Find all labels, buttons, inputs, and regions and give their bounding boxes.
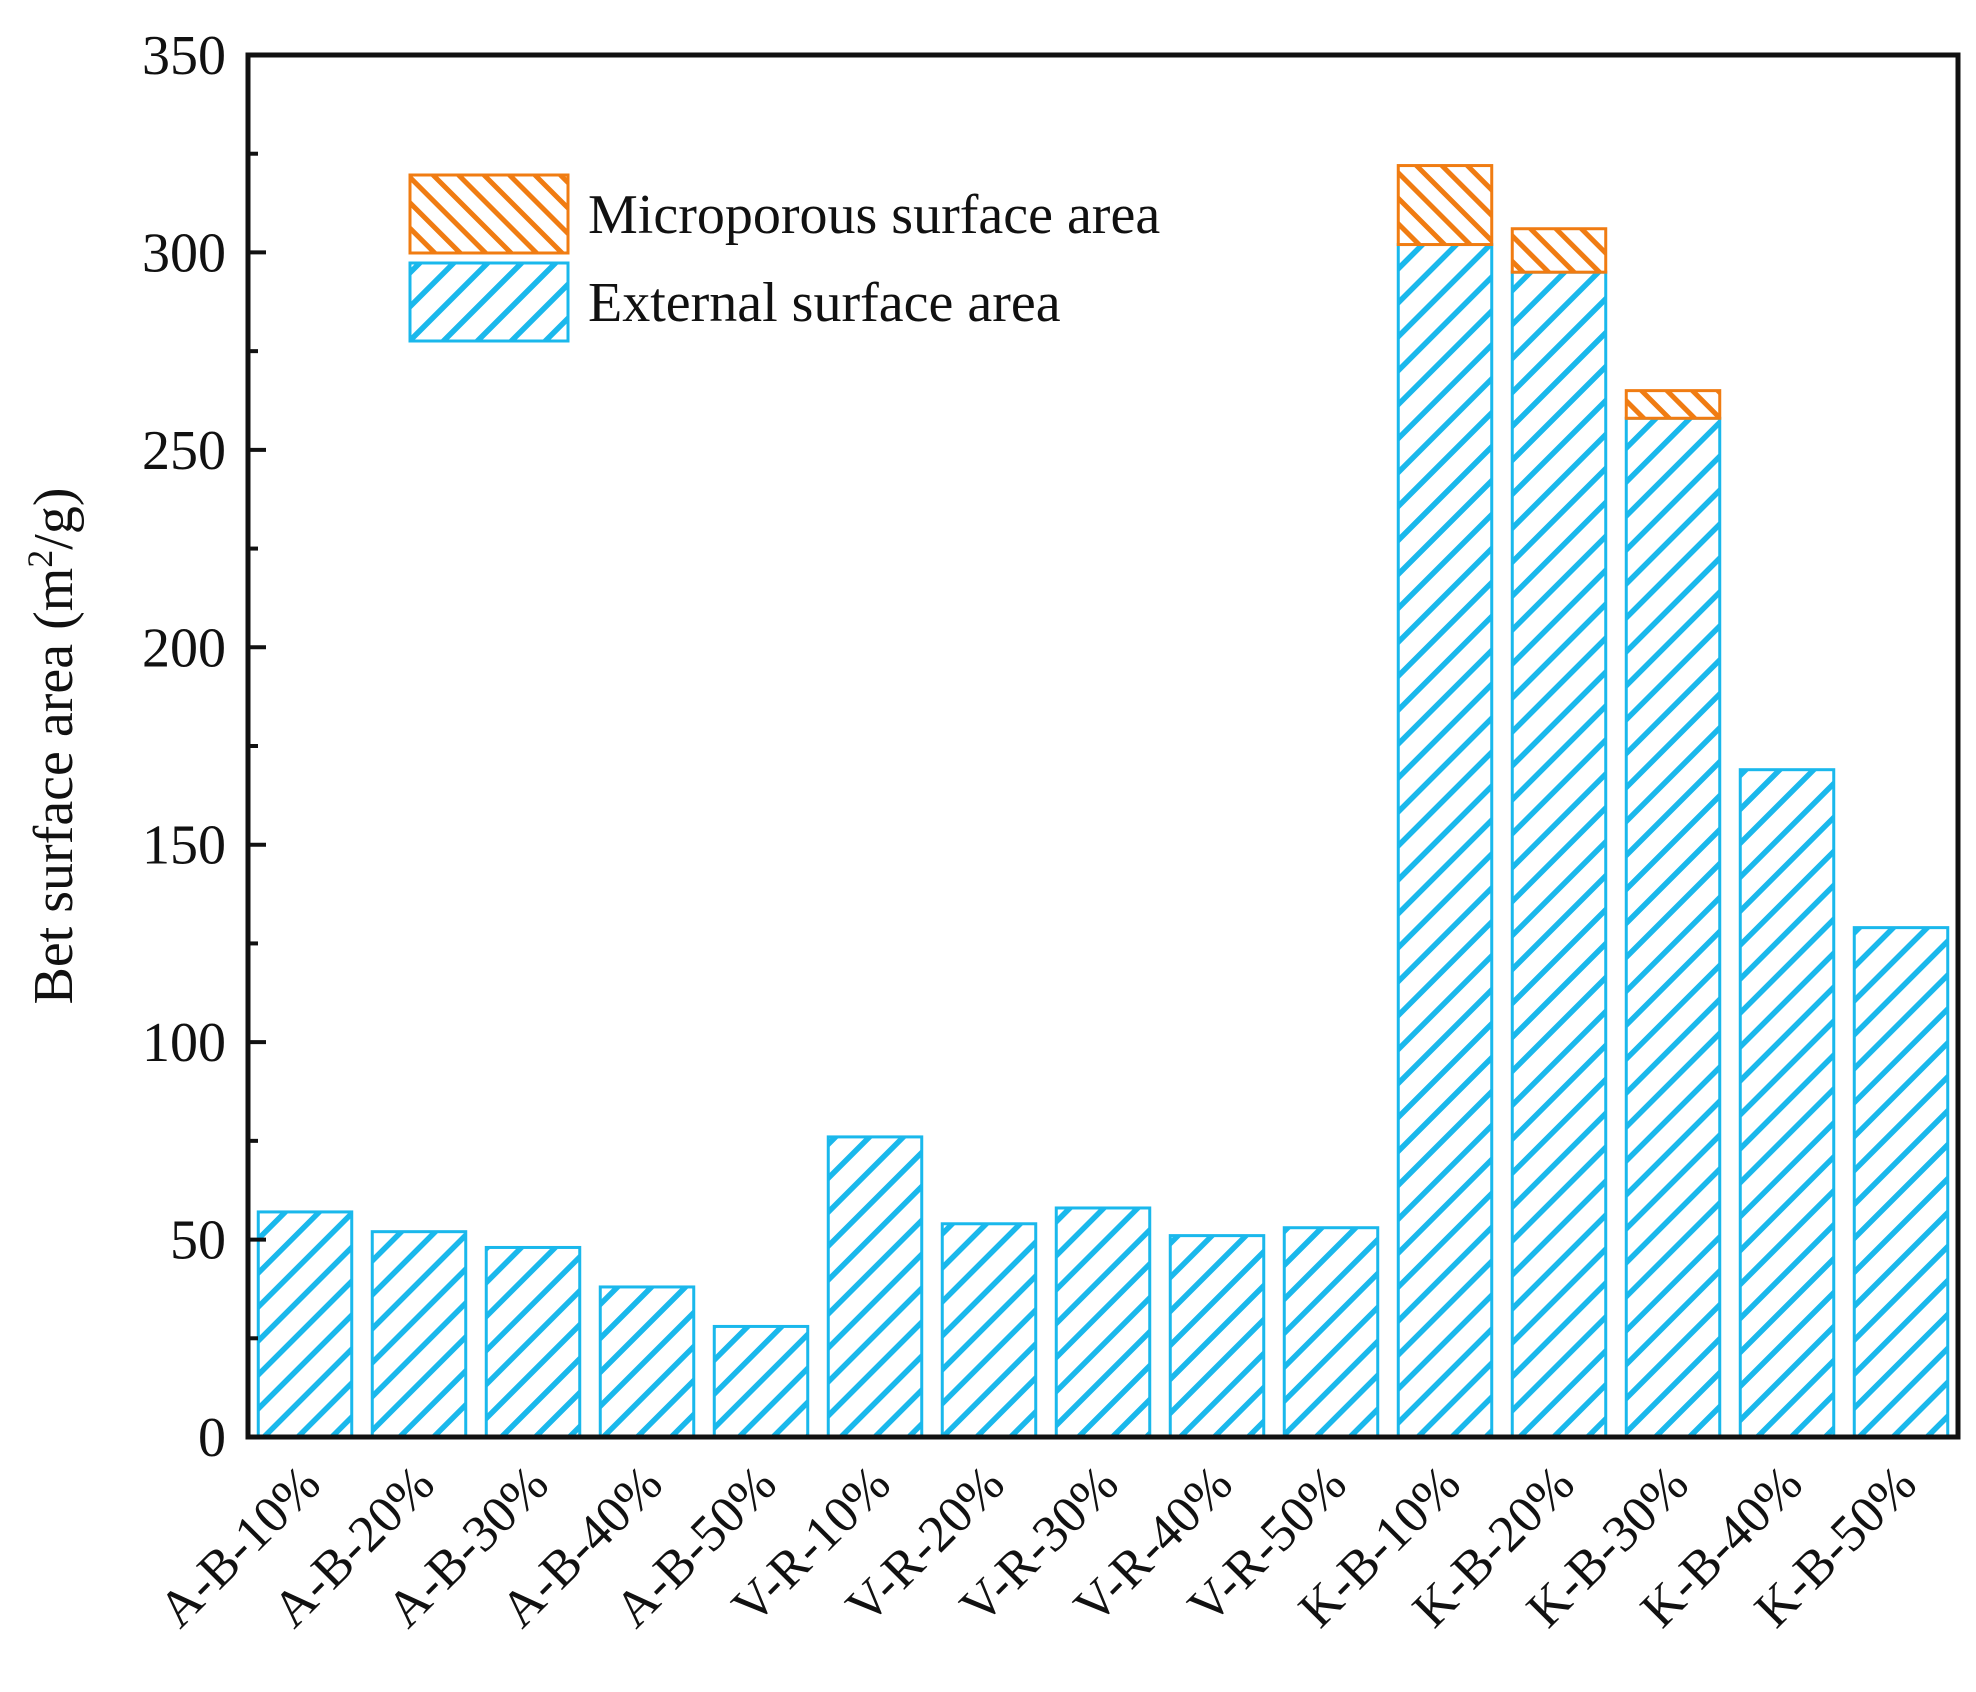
- y-tick-label-250: 250: [142, 420, 226, 482]
- bar-external-A-B-50%: [712, 1324, 810, 1439]
- bar-external-V-R-40%: [1168, 1234, 1266, 1439]
- y-tick-label-0: 0: [198, 1407, 226, 1469]
- bar-external-V-R-30%: [1054, 1206, 1152, 1439]
- legend-label-microporous: Microporous surface area: [588, 184, 1160, 246]
- bar-external-V-R-20%: [940, 1222, 1038, 1439]
- bar-external-K-B-50%: [1852, 926, 1950, 1439]
- y-tick-label-300: 300: [142, 222, 226, 284]
- y-axis-title: Bet surface area (m2/g): [20, 487, 85, 1004]
- y-tick-label-200: 200: [142, 617, 226, 679]
- bar-external-A-B-40%: [598, 1285, 696, 1439]
- y-tick-label-100: 100: [142, 1012, 226, 1074]
- bar-external-A-B-30%: [484, 1245, 582, 1439]
- bar-external-V-R-50%: [1282, 1226, 1380, 1439]
- y-tick-label-50: 50: [170, 1210, 226, 1272]
- legend-label-external: External surface area: [588, 272, 1061, 334]
- y-axis-title-sup: 2: [20, 550, 60, 568]
- bar-external-K-B-10%: [1396, 243, 1494, 1439]
- bar-external-V-R-10%: [826, 1135, 924, 1439]
- y-tick-label-150: 150: [142, 815, 226, 877]
- y-axis-title-pre: Bet surface area (m: [23, 568, 85, 1005]
- bars-layer: A-B-10%A-B-20%A-B-30%A-B-40%A-B-50%V-R-1…: [148, 164, 1950, 1638]
- bar-microporous-K-B-10%: [1396, 164, 1494, 247]
- axes-layer: 0 50 100 150 200 250 300 350: [142, 25, 1961, 1469]
- legend: Microporous surface area External surface…: [408, 173, 1160, 343]
- y-axis-title-post: /g): [23, 487, 85, 549]
- bar-microporous-K-B-20%: [1510, 227, 1608, 274]
- legend-swatch-microporous: [408, 173, 570, 255]
- y-tick-label-350: 350: [142, 25, 226, 87]
- bar-microporous-K-B-30%: [1624, 389, 1722, 420]
- bar-external-A-B-20%: [370, 1230, 468, 1439]
- bar-external-K-B-40%: [1738, 768, 1836, 1439]
- legend-swatch-external: [408, 261, 570, 343]
- bar-external-A-B-10%: [256, 1210, 354, 1439]
- bar-external-K-B-20%: [1510, 270, 1608, 1439]
- bar-external-K-B-30%: [1624, 416, 1722, 1439]
